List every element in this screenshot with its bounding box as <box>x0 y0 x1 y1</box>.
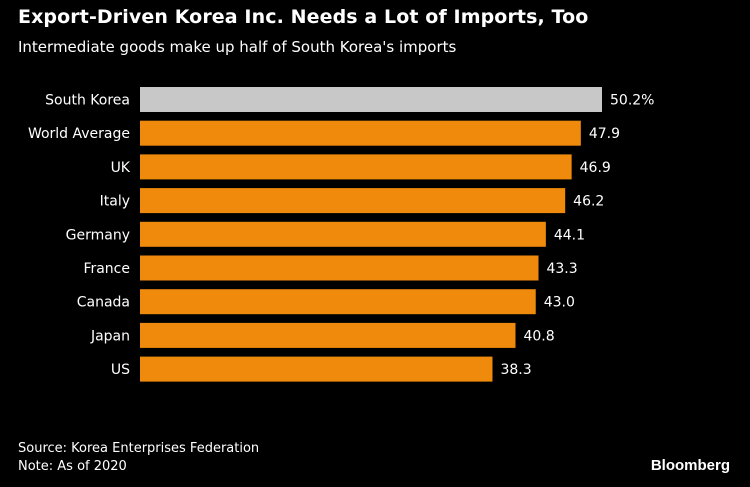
bar-japan <box>140 322 516 348</box>
category-label-canada: Canada <box>77 295 130 311</box>
value-label-japan: 40.8 <box>523 328 554 344</box>
bar-uk <box>140 154 572 180</box>
bar-italy <box>140 188 566 214</box>
bar-france <box>140 255 539 281</box>
chart-title: Export-Driven Korea Inc. Needs a Lot of … <box>18 6 589 28</box>
value-label-uk: 46.9 <box>580 160 611 176</box>
value-label-south-korea: 50.2% <box>610 93 654 109</box>
category-label-world-average: World Average <box>28 126 130 142</box>
date-note: Note: As of 2020 <box>18 459 127 474</box>
bar-south-korea <box>140 87 602 112</box>
category-label-italy: Italy <box>100 194 130 210</box>
category-label-south-korea: South Korea <box>45 93 130 109</box>
category-label-us: US <box>111 362 130 378</box>
bar-world-average <box>140 120 581 146</box>
value-label-italy: 46.2 <box>573 194 604 210</box>
chart-subtitle: Intermediate goods make up half of South… <box>18 38 457 56</box>
bar-canada <box>140 289 536 315</box>
bar-germany <box>140 221 546 247</box>
category-label-uk: UK <box>111 160 131 176</box>
bloomberg-logo: Bloomberg <box>650 457 730 474</box>
category-label-france: France <box>83 261 130 277</box>
value-label-us: 38.3 <box>500 362 531 378</box>
value-label-world-average: 47.9 <box>589 126 620 142</box>
value-label-france: 43.3 <box>546 261 577 277</box>
value-label-canada: 43.0 <box>544 295 575 311</box>
category-label-germany: Germany <box>66 227 130 243</box>
category-label-japan: Japan <box>90 328 130 344</box>
bar-us <box>140 356 493 382</box>
source-note: Source: Korea Enterprises Federation <box>18 441 260 456</box>
value-label-germany: 44.1 <box>554 227 585 243</box>
